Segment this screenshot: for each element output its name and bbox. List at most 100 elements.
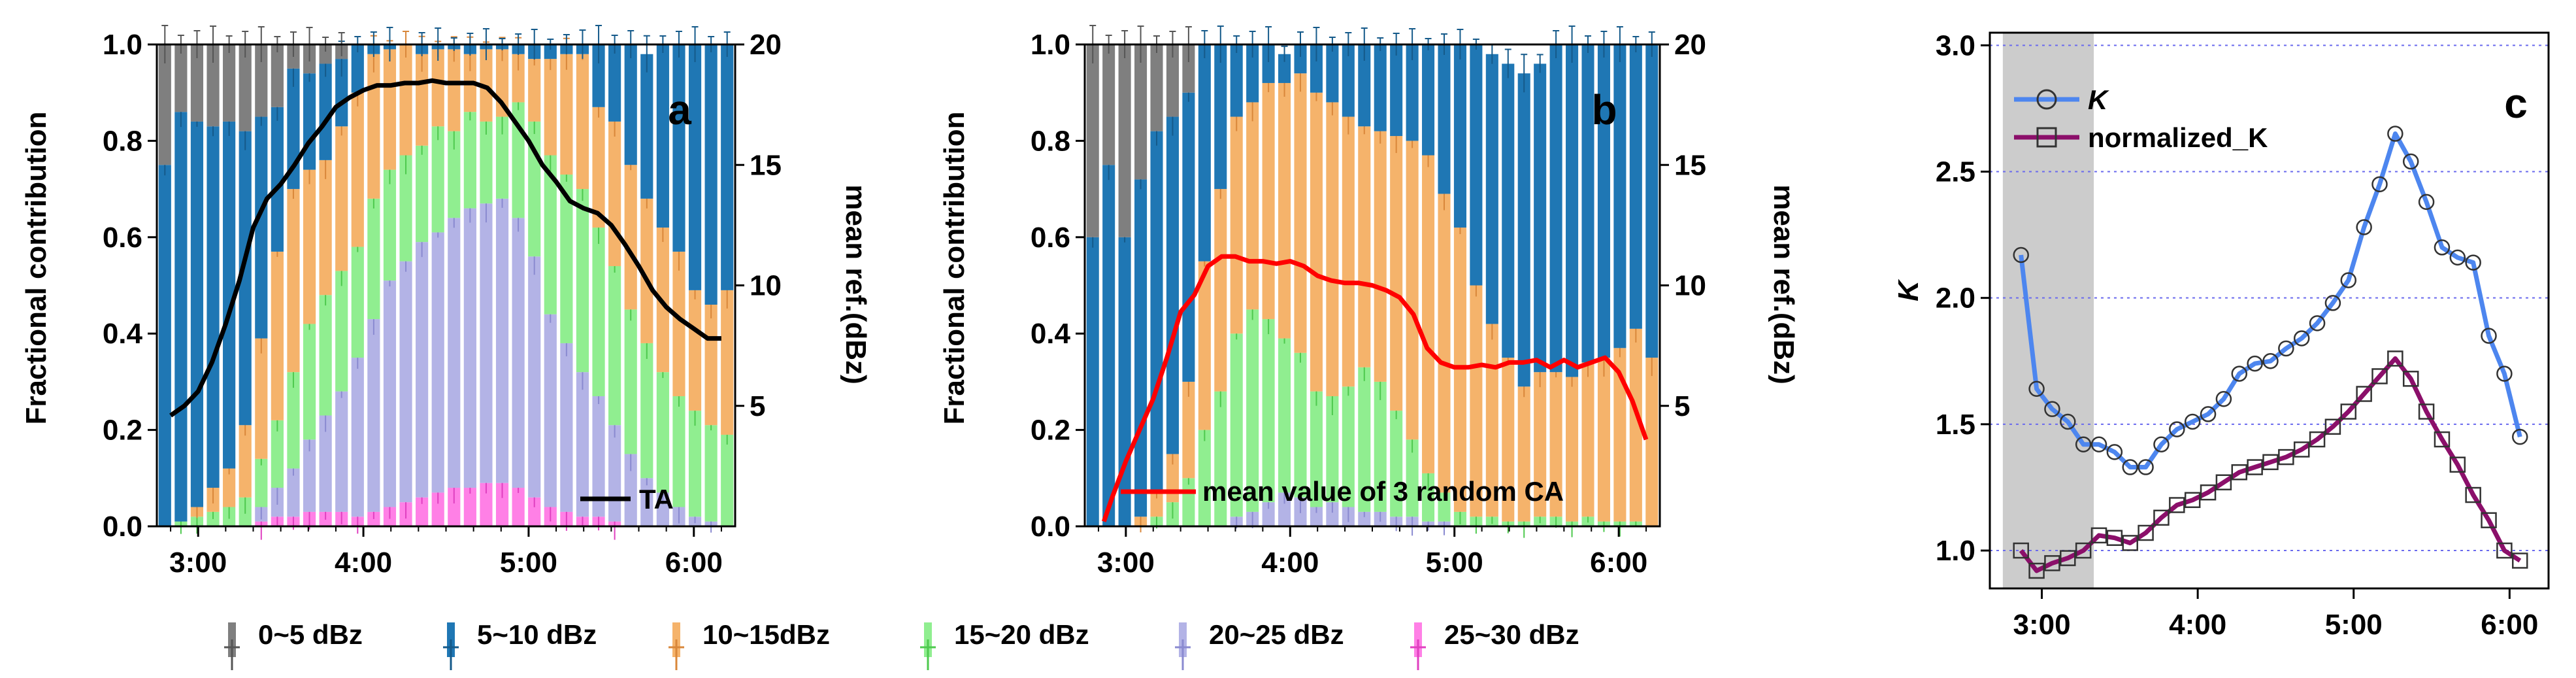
pb-bar-17-seg-3 bbox=[1358, 126, 1371, 367]
pa-bar-28-seg-4 bbox=[608, 44, 621, 122]
pb-ytick-label: 0.0 bbox=[1031, 511, 1070, 543]
pa-bar-10-seg-1 bbox=[319, 415, 332, 512]
panel-b-y-axis-title: Fractional contribution bbox=[938, 111, 970, 424]
panel-c-nk-point bbox=[2075, 542, 2092, 559]
pb-bar-29-seg-4 bbox=[1549, 44, 1562, 373]
pa-bar-13-seg-2 bbox=[367, 198, 380, 320]
panel-c-k-point bbox=[2512, 428, 2528, 445]
pa-bar-10-seg-3 bbox=[319, 160, 332, 296]
pa-bar-13-seg-3 bbox=[367, 54, 380, 199]
panel-c-nk-point bbox=[2184, 492, 2201, 509]
pb-bar-17-seg-1 bbox=[1358, 511, 1371, 526]
pa-bar-34-seg-3 bbox=[704, 304, 718, 426]
pb-bar-5-seg-4 bbox=[1166, 116, 1179, 454]
pa-bar-11-seg-4 bbox=[335, 59, 348, 127]
panel-c-k-point bbox=[2371, 176, 2388, 193]
pa-bar-18-seg-0 bbox=[448, 488, 461, 526]
panel-a-label: a bbox=[668, 86, 691, 133]
pb-bar-19-seg-4 bbox=[1390, 44, 1403, 137]
pa-bar-5-seg-3 bbox=[239, 425, 252, 498]
circle-marker-icon bbox=[2036, 89, 2057, 110]
pb-bar-34-seg-3 bbox=[1629, 328, 1642, 522]
panel-c-xtick-label: 4:00 bbox=[2169, 609, 2226, 641]
pb-bar-16-seg-4 bbox=[1342, 44, 1355, 117]
legend-label-2: 10~15dBz bbox=[702, 619, 830, 650]
pa-bar-11-seg-1 bbox=[335, 391, 348, 512]
pa-bar-0-seg-5 bbox=[158, 44, 171, 165]
pb-bar-11-seg-3 bbox=[1262, 82, 1275, 320]
panel-c-line-1 bbox=[2019, 356, 2522, 573]
pa-xtick-label: 3:00 bbox=[169, 547, 227, 579]
pb-bar-15-seg-3 bbox=[1326, 102, 1339, 397]
panel-c-k-point bbox=[2340, 272, 2357, 288]
pb-bar-27-seg-3 bbox=[1517, 386, 1530, 522]
pb-bar-3-seg-5 bbox=[1134, 44, 1148, 180]
pa-bar-9-seg-2 bbox=[303, 324, 316, 440]
panel-c-k-point bbox=[2231, 365, 2248, 382]
panel-c-nk-point bbox=[2293, 441, 2310, 458]
pa-bar-26-seg-2 bbox=[576, 189, 589, 373]
pb-ytick-label: 0.4 bbox=[1031, 318, 1071, 350]
pa-bar-18-seg-1 bbox=[448, 218, 461, 488]
pa-xtick-label: 4:00 bbox=[335, 547, 392, 579]
pa-bar-2-seg-4 bbox=[190, 121, 204, 507]
panel-c-k-point bbox=[2075, 436, 2092, 453]
pb-bar-33-seg-4 bbox=[1613, 44, 1627, 348]
panel-c-k-point bbox=[2060, 413, 2076, 430]
pa-bar-27-seg-3 bbox=[592, 107, 605, 228]
pb-mean-line bbox=[1101, 254, 1649, 522]
panel-c-k-point bbox=[2402, 153, 2419, 170]
pa-bar-11-seg-3 bbox=[335, 126, 348, 271]
panel-c-label: c bbox=[2504, 80, 2528, 127]
pb-ytick-label: 1.0 bbox=[1031, 29, 1070, 61]
pa-bar-10-seg-2 bbox=[319, 295, 332, 416]
panel-c-ytick-label: 2.5 bbox=[1936, 156, 1975, 188]
pa-bar-34-seg-4 bbox=[704, 44, 718, 305]
pa-bar-18-seg-2 bbox=[448, 131, 461, 218]
panel-c-frame-rect bbox=[1989, 31, 2550, 590]
pb-bar-33-seg-3 bbox=[1613, 348, 1627, 522]
pa-bar-10-seg-5 bbox=[319, 44, 332, 64]
panel-c-k-point bbox=[2324, 295, 2341, 311]
panel-c-xtick-label: 3:00 bbox=[2013, 609, 2070, 641]
pb-bar-1-seg-5 bbox=[1102, 44, 1115, 165]
pa-ytick-label: 1.0 bbox=[103, 29, 142, 61]
pa-bar-7-seg-5 bbox=[271, 44, 284, 107]
pb-bar-16-seg-2 bbox=[1342, 386, 1355, 507]
pb-xtick-label: 6:00 bbox=[1590, 547, 1647, 579]
panel-a-y2-axis-title: mean ref.(dBz) bbox=[840, 184, 872, 384]
pa-y2tick-label: 5 bbox=[750, 390, 765, 422]
pb-bar-10-seg-4 bbox=[1246, 44, 1259, 103]
pb-bar-10-seg-3 bbox=[1246, 102, 1259, 310]
pa-ytick-label: 0.8 bbox=[103, 125, 142, 157]
pb-bar-31-seg-3 bbox=[1581, 362, 1594, 517]
panel-c-k-point bbox=[2262, 353, 2279, 369]
pa-y2tick-label: 20 bbox=[750, 29, 782, 61]
pb-bar-18-seg-4 bbox=[1374, 44, 1387, 131]
pa-bar-1-seg-5 bbox=[174, 44, 188, 112]
pb-bar-0-seg-4 bbox=[1086, 237, 1099, 526]
pb-bar-6-seg-2 bbox=[1182, 478, 1195, 526]
pa-bar-23-seg-0 bbox=[528, 497, 541, 526]
panel-c-k-point bbox=[2215, 390, 2232, 407]
panel-c-nk-point bbox=[2013, 542, 2029, 559]
panel-c-k-point bbox=[2028, 381, 2045, 398]
pa-bar-16-seg-2 bbox=[416, 145, 429, 243]
pb-y2tick-label: 5 bbox=[1674, 390, 1690, 422]
pb-bar-21-seg-2 bbox=[1422, 473, 1435, 522]
pa-bar-20-seg-2 bbox=[480, 121, 493, 204]
pb-bar-9-seg-2 bbox=[1230, 333, 1243, 517]
pb-bar-7-seg-2 bbox=[1198, 430, 1211, 526]
pa-bar-23-seg-3 bbox=[528, 59, 541, 122]
panel-a-legend-label: TA bbox=[639, 484, 674, 515]
pb-bar-15-seg-4 bbox=[1326, 44, 1339, 103]
panel-a-y-axis-title: Fractional contribution bbox=[20, 111, 52, 424]
pb-bar-8-seg-2 bbox=[1214, 391, 1227, 526]
pb-bar-6-seg-5 bbox=[1182, 44, 1195, 93]
pa-bar-35-seg-4 bbox=[721, 44, 734, 290]
pa-bar-17-seg-0 bbox=[431, 492, 444, 526]
pb-bar-12-seg-1 bbox=[1278, 492, 1291, 526]
pa-bar-32-seg-3 bbox=[672, 251, 685, 397]
panel-c-nk-point bbox=[2496, 542, 2513, 559]
pb-bar-24-seg-4 bbox=[1470, 44, 1483, 286]
